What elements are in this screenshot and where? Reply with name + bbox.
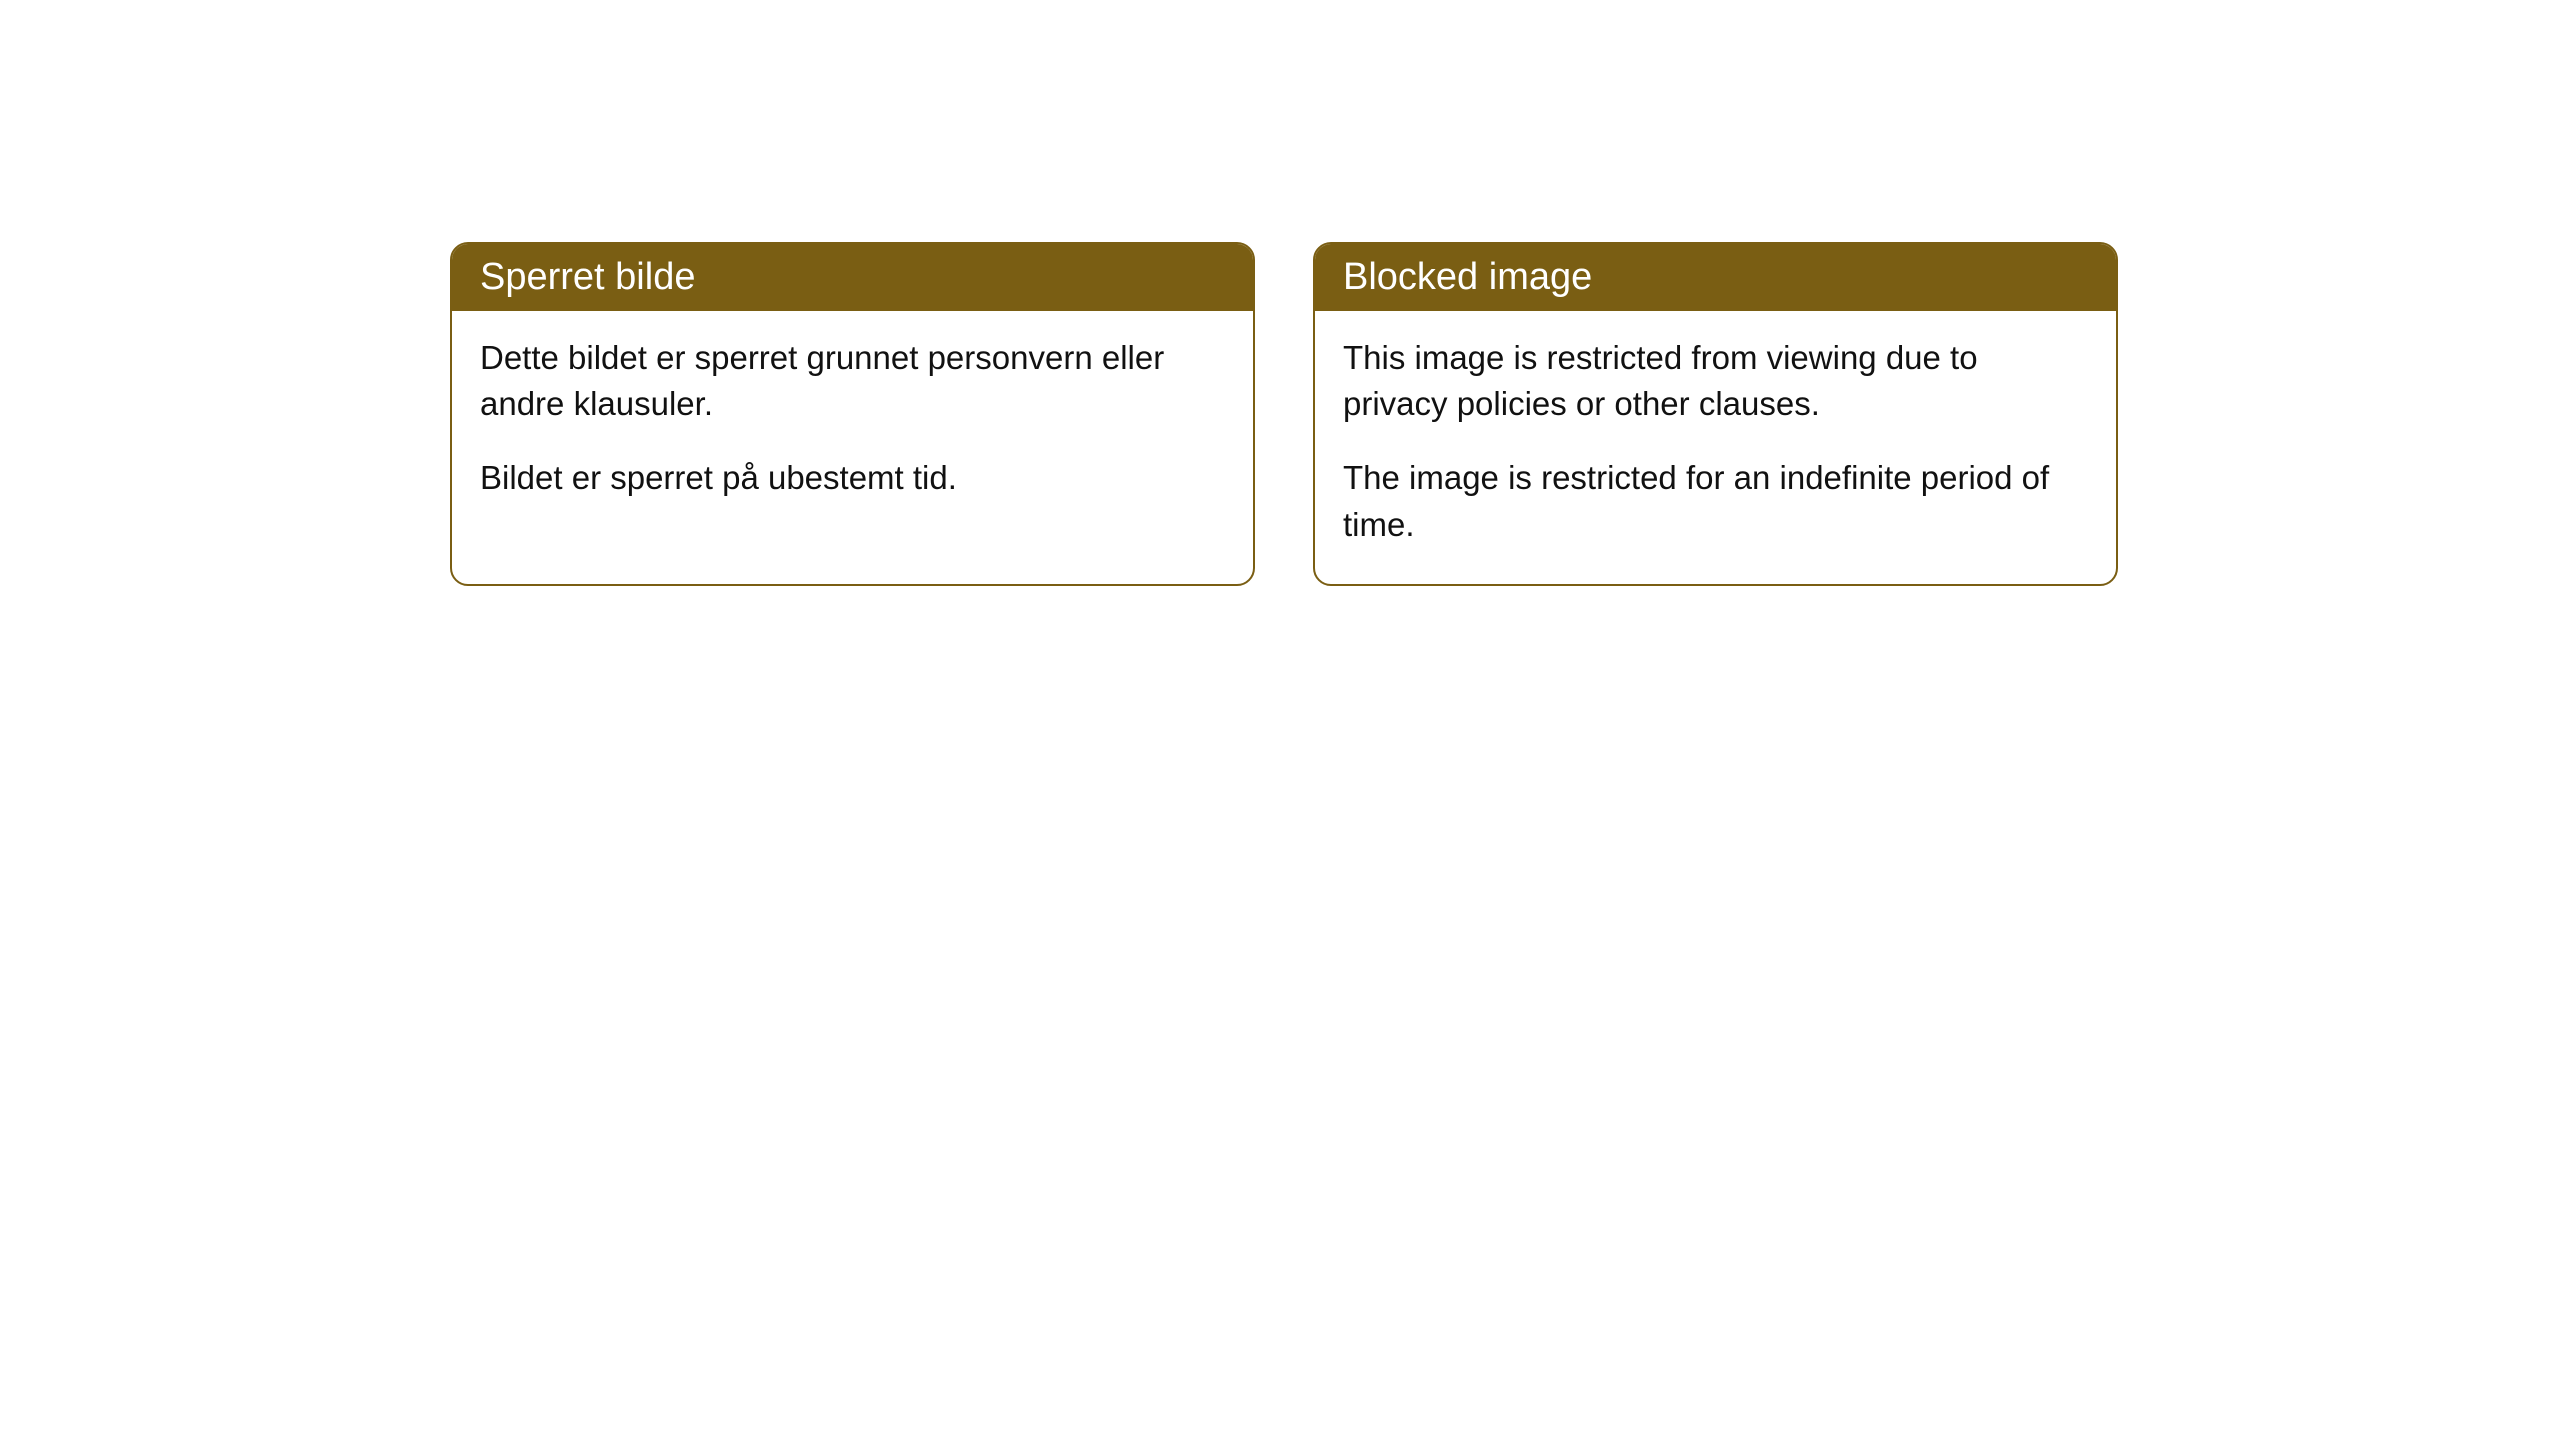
card-paragraph-no-2: Bildet er sperret på ubestemt tid. (480, 455, 1225, 501)
card-body-en: This image is restricted from viewing du… (1315, 311, 2116, 584)
card-paragraph-en-1: This image is restricted from viewing du… (1343, 335, 2088, 427)
card-paragraph-en-2: The image is restricted for an indefinit… (1343, 455, 2088, 547)
card-paragraph-no-1: Dette bildet er sperret grunnet personve… (480, 335, 1225, 427)
blocked-image-card-no: Sperret bilde Dette bildet er sperret gr… (450, 242, 1255, 586)
cards-container: Sperret bilde Dette bildet er sperret gr… (450, 242, 2118, 586)
card-header-en: Blocked image (1315, 244, 2116, 311)
card-body-no: Dette bildet er sperret grunnet personve… (452, 311, 1253, 538)
blocked-image-card-en: Blocked image This image is restricted f… (1313, 242, 2118, 586)
card-header-no: Sperret bilde (452, 244, 1253, 311)
